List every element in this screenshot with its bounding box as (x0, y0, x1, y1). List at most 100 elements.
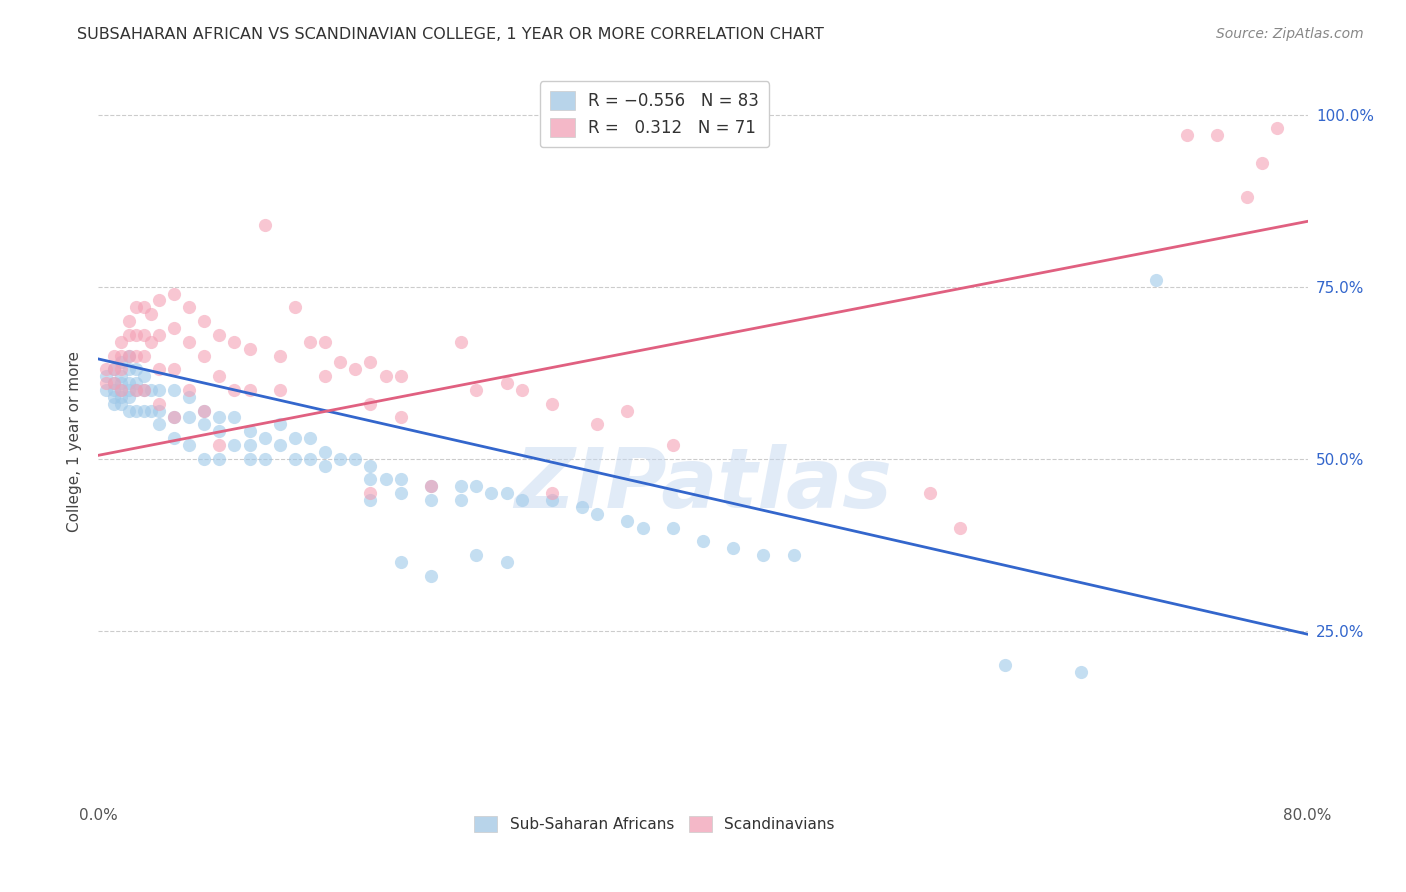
Point (110, 349, 132, 363)
Point (125, 383, 148, 397)
Point (110, 376, 132, 390)
Point (540, 486, 562, 500)
Point (661, 520, 683, 534)
Point (110, 383, 132, 397)
Point (571, 500, 593, 514)
Point (132, 403, 155, 417)
Point (360, 486, 382, 500)
Point (208, 327, 231, 342)
Point (239, 342, 262, 356)
Point (269, 417, 291, 432)
Legend: Sub-Saharan Africans, Scandinavians: Sub-Saharan Africans, Scandinavians (468, 810, 841, 838)
Point (125, 403, 148, 417)
Point (148, 417, 170, 432)
Point (224, 410, 246, 425)
Point (269, 349, 291, 363)
Point (1206, 128, 1229, 143)
Point (389, 472, 412, 486)
Point (284, 301, 307, 315)
Point (450, 479, 472, 493)
Point (118, 403, 141, 417)
Text: SUBSAHARAN AFRICAN VS SCANDINAVIAN COLLEGE, 1 YEAR OR MORE CORRELATION CHART: SUBSAHARAN AFRICAN VS SCANDINAVIAN COLLE… (77, 27, 824, 42)
Point (616, 514, 638, 528)
Point (949, 520, 972, 534)
Point (103, 376, 125, 390)
Point (360, 458, 382, 473)
Point (314, 334, 336, 349)
Point (179, 438, 201, 452)
Point (110, 390, 132, 404)
Point (239, 438, 262, 452)
Point (179, 390, 201, 404)
Point (360, 397, 382, 411)
Point (125, 301, 148, 315)
Point (148, 327, 170, 342)
Point (132, 383, 155, 397)
Point (94, 376, 117, 390)
Point (163, 410, 186, 425)
Point (193, 417, 215, 432)
Y-axis label: College, 1 year or more: College, 1 year or more (67, 351, 83, 532)
Point (132, 383, 155, 397)
Point (1236, 190, 1258, 204)
Point (163, 383, 186, 397)
Point (329, 451, 352, 466)
Point (118, 362, 141, 376)
Point (360, 355, 382, 369)
Point (94, 369, 117, 384)
Point (752, 548, 775, 562)
Point (179, 301, 201, 315)
Point (110, 362, 132, 376)
Point (631, 520, 654, 534)
Point (125, 383, 148, 397)
Point (163, 410, 186, 425)
Point (420, 479, 443, 493)
Point (125, 362, 148, 376)
Point (132, 349, 155, 363)
Point (179, 334, 201, 349)
Point (103, 390, 125, 404)
Point (118, 314, 141, 328)
Point (110, 397, 132, 411)
Point (163, 286, 186, 301)
Point (179, 410, 201, 425)
Point (299, 451, 322, 466)
Point (118, 390, 141, 404)
Point (360, 493, 382, 508)
Point (314, 369, 336, 384)
Point (224, 438, 246, 452)
Point (389, 410, 412, 425)
Point (193, 451, 215, 466)
Point (193, 349, 215, 363)
Point (344, 451, 367, 466)
Point (1251, 156, 1274, 170)
Point (103, 383, 125, 397)
Point (723, 541, 745, 556)
Text: Source: ZipAtlas.com: Source: ZipAtlas.com (1216, 27, 1364, 41)
Point (661, 438, 683, 452)
Point (389, 369, 412, 384)
Point (125, 376, 148, 390)
Point (239, 383, 262, 397)
Point (450, 493, 472, 508)
Point (284, 431, 307, 445)
Point (132, 327, 155, 342)
Point (148, 383, 170, 397)
Point (495, 376, 517, 390)
Point (481, 486, 503, 500)
Point (540, 493, 562, 508)
Point (1175, 128, 1198, 143)
Point (193, 403, 215, 417)
Point (208, 438, 231, 452)
Point (208, 424, 231, 438)
Point (141, 334, 163, 349)
Point (510, 493, 533, 508)
Point (125, 349, 148, 363)
Point (284, 451, 307, 466)
Point (110, 369, 132, 384)
Point (179, 383, 201, 397)
Point (253, 218, 276, 232)
Point (118, 349, 141, 363)
Point (994, 658, 1017, 673)
Point (420, 493, 443, 508)
